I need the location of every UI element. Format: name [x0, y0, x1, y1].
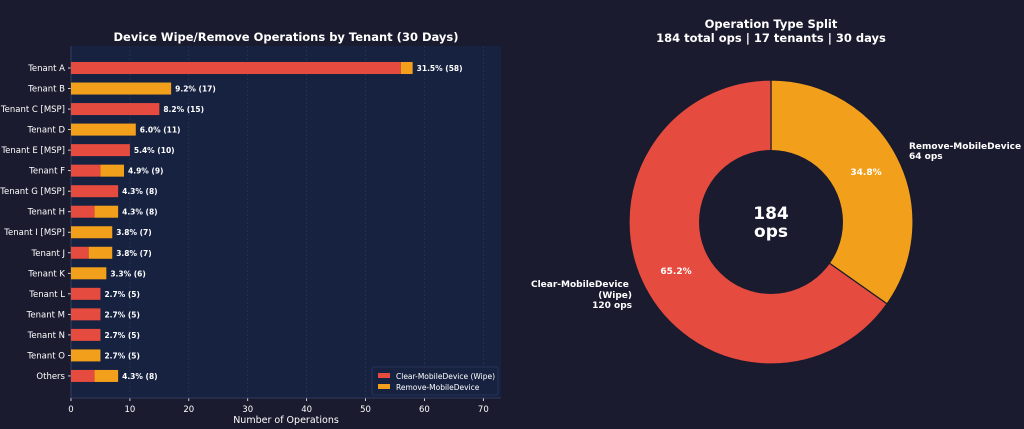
- y-tick-label: Tenant I [MSP]: [3, 228, 65, 238]
- bar-segment-remove: [89, 247, 113, 259]
- slice-detail-wipe: 120 ops: [592, 301, 632, 311]
- bar-data-label: 4.3% (8): [122, 208, 158, 217]
- x-tick-label: 60: [419, 405, 430, 415]
- donut-chart: Operation Type Split 184 total ops | 17 …: [531, 17, 1021, 364]
- bar-data-label: 4.9% (9): [128, 167, 164, 176]
- x-tick-label: 70: [478, 405, 489, 415]
- bar-segment-wipe: [71, 370, 95, 382]
- bar-plot-area: [71, 46, 501, 398]
- bar-segment-remove: [71, 124, 136, 136]
- bar-segment-remove: [100, 165, 124, 177]
- y-tick-label: Tenant L: [28, 290, 65, 300]
- bar-data-label: 3.8% (7): [116, 228, 152, 237]
- bar-segment-remove: [95, 206, 119, 218]
- x-tick-label: 50: [360, 405, 371, 415]
- bar-segment-remove: [71, 83, 171, 95]
- bar-data-label: 2.7% (5): [104, 331, 140, 340]
- x-tick-label: 0: [68, 405, 73, 415]
- bar-x-tick-labels: 0 10 20 30 40 50 60 70: [68, 405, 488, 415]
- slice-name-remove: Remove-MobileDevice: [909, 142, 1021, 152]
- y-tick-label: Tenant J: [30, 249, 65, 259]
- bar-data-label: 6.0% (11): [140, 126, 181, 135]
- bar-segment-wipe: [71, 185, 118, 197]
- bar-y-tick-labels: Tenant A Tenant B Tenant C [MSP] Tenant D Te…: [0, 64, 66, 382]
- bar-data-label: 2.7% (5): [104, 351, 140, 360]
- x-tick-label: 20: [183, 405, 194, 415]
- x-tick-label: 30: [242, 405, 253, 415]
- bar-segment-wipe: [71, 308, 100, 320]
- slice-name-wipe: Clear-MobileDevice (Wipe): [531, 280, 632, 301]
- bar-segment-wipe: [71, 165, 100, 177]
- y-tick-label: Tenant K: [27, 269, 65, 279]
- y-tick-label: Tenant N: [27, 331, 65, 341]
- bar-data-label: 31.5% (58): [417, 64, 463, 73]
- y-tick-label: Others: [36, 372, 65, 382]
- donut-title: Operation Type Split: [705, 17, 838, 31]
- legend-swatch-remove: [378, 384, 390, 389]
- bar-segment-remove: [71, 349, 100, 361]
- y-tick-label: Tenant F: [28, 167, 65, 177]
- bar-data-label: 4.3% (8): [122, 187, 158, 196]
- bar-data-label: 5.4% (10): [134, 146, 175, 155]
- bar-segment-wipe: [71, 62, 401, 74]
- bar-segment-wipe: [71, 288, 100, 300]
- bar-segment-wipe: [71, 329, 100, 341]
- x-tick-label: 10: [124, 405, 135, 415]
- slice-percent-remove: 34.8%: [850, 168, 881, 178]
- bar-data-label: 4.3% (8): [122, 372, 158, 381]
- y-tick-label: Tenant D: [26, 126, 65, 136]
- y-tick-label: Tenant A: [27, 64, 65, 74]
- y-tick-label: Tenant H: [27, 208, 65, 218]
- bar-segment-wipe: [71, 247, 89, 259]
- bar-segment-remove: [71, 226, 112, 238]
- slice-percent-wipe: 65.2%: [660, 267, 691, 277]
- bar-segment-remove: [95, 370, 119, 382]
- legend-swatch-wipe: [378, 373, 390, 378]
- donut-subtitle: 184 total ops | 17 tenants | 30 days: [656, 31, 886, 45]
- donut-center-unit: ops: [754, 222, 788, 242]
- bar-chart-title: Device Wipe/Remove Operations by Tenant …: [113, 30, 458, 44]
- bar-x-axis-label: Number of Operations: [233, 415, 339, 426]
- bar-data-label: 2.7% (5): [104, 290, 140, 299]
- y-tick-label: Tenant B: [27, 85, 65, 95]
- slice-detail-remove: 64 ops: [909, 152, 943, 162]
- legend-label-wipe: Clear-MobileDevice (Wipe): [396, 372, 495, 381]
- bar-data-label: 3.3% (6): [110, 269, 146, 278]
- bar-segment-wipe: [71, 206, 95, 218]
- bar-segment-remove: [401, 62, 413, 74]
- bar-data-label: 9.2% (17): [175, 85, 216, 94]
- y-tick-label: Tenant E [MSP]: [0, 146, 65, 156]
- y-tick-label: Tenant G [MSP]: [0, 187, 65, 197]
- y-tick-label: Tenant O: [26, 351, 65, 361]
- donut-center-value: 184: [753, 204, 789, 224]
- bar-data-label: 8.2% (15): [163, 105, 204, 114]
- bar-segment-remove: [71, 267, 106, 279]
- bar-data-label: 2.7% (5): [104, 310, 140, 319]
- bar-chart: Device Wipe/Remove Operations by Tenant …: [0, 30, 501, 426]
- bar-legend: Clear-MobileDevice (Wipe) Remove-MobileD…: [372, 367, 498, 395]
- y-tick-label: Tenant M: [26, 310, 65, 320]
- bar-data-label: 3.8% (7): [116, 249, 152, 258]
- x-tick-label: 40: [301, 405, 312, 415]
- y-tick-label: Tenant C [MSP]: [0, 105, 65, 115]
- legend-label-remove: Remove-MobileDevice: [396, 383, 480, 392]
- bar-segment-wipe: [71, 144, 130, 156]
- bar-segment-wipe: [71, 103, 159, 115]
